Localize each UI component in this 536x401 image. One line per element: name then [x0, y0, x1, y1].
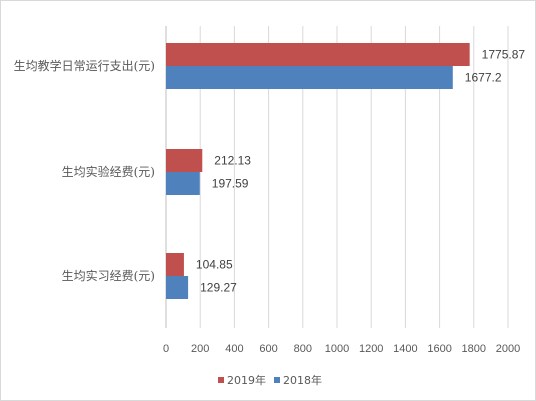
category-label: 生均实验经费(元) — [62, 164, 155, 179]
x-tick-label: 1600 — [427, 343, 451, 355]
category-label: 生均实习经费(元) — [62, 268, 155, 283]
x-tick-label: 1000 — [325, 343, 349, 355]
x-tick-label: 800 — [294, 343, 312, 355]
x-tick-label: 0 — [163, 343, 169, 355]
x-tick-label: 200 — [191, 343, 209, 355]
x-tick-label: 2000 — [496, 343, 520, 355]
bar-series2 — [166, 276, 189, 299]
bar-series2 — [166, 66, 453, 89]
data-label: 1677.2 — [465, 71, 502, 85]
x-tick-label: 1400 — [393, 343, 417, 355]
bar-series1 — [166, 253, 184, 276]
bar-series1 — [166, 43, 470, 66]
bar-series1 — [166, 149, 203, 172]
data-label: 212.13 — [214, 154, 251, 168]
x-tick-label: 1800 — [462, 343, 486, 355]
bar-series2 — [166, 172, 200, 195]
legend: 2019年 2018年 — [218, 373, 322, 387]
category-label: 生均教学日常运行支出(元) — [14, 58, 155, 73]
data-label: 197.59 — [212, 177, 249, 191]
category-labels: 生均教学日常运行支出(元) 生均实验经费(元) 生均实习经费(元) — [14, 58, 155, 283]
x-tick-labels: 0 200 400 600 800 1000 1200 1400 1600 1800 2000 — [163, 343, 520, 355]
x-tick-label: 1200 — [359, 343, 383, 355]
data-label: 1775.87 — [482, 48, 526, 62]
legend-swatch — [274, 377, 280, 383]
data-label: 104.85 — [196, 258, 233, 272]
legend-swatch — [218, 377, 224, 383]
legend-label: 2018年 — [283, 373, 322, 387]
legend-label: 2019年 — [227, 373, 266, 387]
bars: 1775.87 1677.2 212.13 197.59 104.85 129.27 — [166, 43, 525, 299]
x-tick-label: 400 — [225, 343, 243, 355]
x-tick-label: 600 — [259, 343, 277, 355]
data-label: 129.27 — [200, 281, 237, 295]
